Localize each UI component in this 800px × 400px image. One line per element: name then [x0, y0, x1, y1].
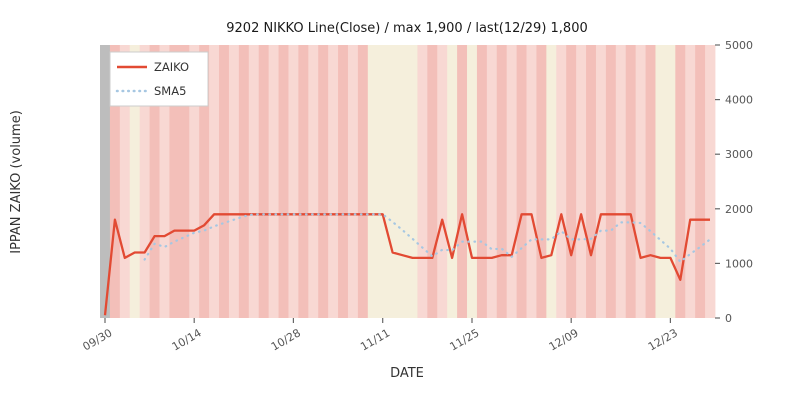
day-band — [536, 45, 547, 318]
day-band — [347, 45, 359, 318]
day-band — [308, 45, 319, 318]
day-band — [625, 45, 637, 318]
day-band — [288, 45, 299, 318]
x-tick-label: 11/25 — [448, 326, 482, 353]
day-band — [100, 45, 111, 318]
day-band — [576, 45, 587, 318]
x-tick-label: 12/23 — [646, 326, 680, 353]
day-band — [159, 45, 170, 318]
y-tick-label: 0 — [725, 312, 732, 325]
day-band — [705, 45, 716, 318]
day-band — [209, 45, 220, 318]
day-band — [566, 45, 577, 318]
day-band — [427, 45, 438, 318]
day-band — [149, 45, 160, 318]
day-band — [139, 45, 150, 318]
legend-box — [109, 51, 209, 107]
y-tick-label: 2000 — [725, 203, 753, 216]
day-band — [675, 45, 686, 318]
day-band — [526, 45, 537, 318]
day-band — [387, 45, 398, 318]
day-band — [467, 45, 478, 318]
y-tick-label: 5000 — [725, 39, 753, 52]
day-band — [486, 45, 498, 318]
day-band — [318, 45, 329, 318]
day-band — [397, 45, 408, 318]
day-band — [556, 45, 567, 318]
day-band — [496, 45, 508, 318]
day-band — [298, 45, 309, 318]
day-band — [615, 45, 627, 318]
series-lines — [103, 213, 712, 316]
day-band — [268, 45, 279, 318]
day-band — [605, 45, 617, 318]
x-tick-label: 12/09 — [547, 326, 581, 353]
day-band — [595, 45, 607, 318]
day-band — [219, 45, 230, 318]
axes-ticks: 0 1000 2000 3000 4000 5000 09/30 10/14 10/28 11/1… — [81, 39, 753, 353]
day-band — [109, 45, 121, 318]
day-band — [179, 45, 190, 318]
day-band — [635, 45, 646, 318]
day-band — [685, 45, 696, 318]
day-band — [377, 45, 389, 318]
x-tick-label: 09/30 — [81, 326, 115, 353]
day-band — [437, 45, 448, 318]
day-band — [228, 45, 240, 318]
day-band — [258, 45, 270, 318]
y-tick-label: 4000 — [725, 94, 753, 107]
legend-sma5-label: SMA5 — [154, 84, 186, 98]
background-day-bands — [100, 45, 716, 318]
day-band — [546, 45, 557, 318]
day-band — [199, 45, 210, 318]
zaiko-line — [103, 213, 710, 316]
day-band — [665, 45, 676, 318]
day-band — [238, 45, 250, 318]
day-band — [328, 45, 339, 318]
day-band — [695, 45, 706, 318]
day-band — [407, 45, 418, 318]
day-band — [645, 45, 656, 318]
day-band — [457, 45, 468, 318]
x-tick-label: 10/14 — [170, 326, 204, 353]
day-band — [119, 45, 131, 318]
day-band — [367, 45, 379, 318]
sma5-line — [143, 213, 712, 263]
day-band — [357, 45, 369, 318]
y-axis-label: IPPAN ZAIKO (volume) — [9, 110, 24, 254]
day-band — [447, 45, 458, 318]
x-tick-label: 10/28 — [269, 326, 303, 353]
y-tick-label: 3000 — [725, 148, 753, 161]
day-band — [338, 45, 349, 318]
day-band — [278, 45, 289, 318]
legend-zaiko-label: ZAIKO — [154, 60, 189, 74]
day-band — [506, 45, 518, 318]
chart-title: 9202 NIKKO Line(Close) / max 1,900 / las… — [226, 21, 588, 36]
day-band — [476, 45, 488, 318]
day-band — [417, 45, 428, 318]
day-band — [169, 45, 180, 318]
y-tick-label: 1000 — [725, 257, 753, 270]
x-axis-label: DATE — [390, 366, 424, 381]
day-band — [586, 45, 597, 318]
day-band — [655, 45, 666, 318]
x-tick-label: 11/11 — [358, 326, 392, 353]
day-band — [189, 45, 200, 318]
day-band — [516, 45, 527, 318]
legend: ZAIKO SMA5 — [109, 51, 209, 107]
day-band — [248, 45, 260, 318]
day-band — [129, 45, 141, 318]
